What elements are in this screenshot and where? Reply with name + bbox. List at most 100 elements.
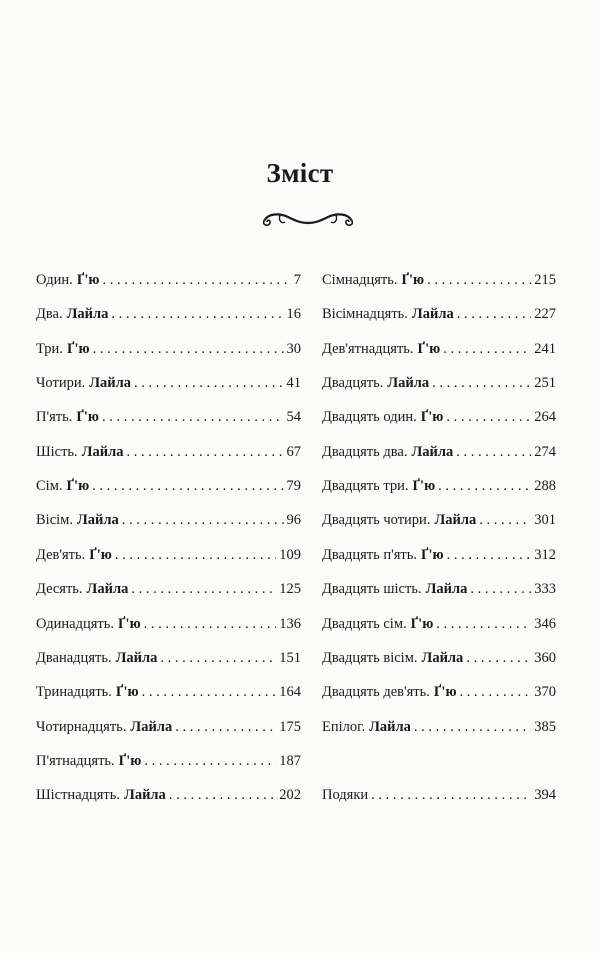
dot-leader: [479, 512, 531, 529]
dot-leader: [460, 684, 532, 701]
dot-leader: [126, 444, 283, 461]
chapter-title: Дев'ять.: [36, 546, 86, 563]
chapter-title: Вісімнадцять.: [322, 306, 408, 323]
dot-leader: [446, 409, 531, 426]
page-number: 67: [286, 443, 302, 460]
chapter-title: Вісім.: [36, 512, 73, 529]
dot-leader: [93, 341, 284, 358]
toc-entry[interactable]: Двадцять шість.Лайла 333: [322, 581, 556, 603]
toc-entry[interactable]: Двадцять сім.Ґ'ю 346: [322, 616, 556, 638]
dot-leader: [371, 787, 531, 804]
toc-entry[interactable]: Сім.Ґ'ю 79: [36, 478, 301, 500]
chapter-title: Двадцять два.: [322, 443, 408, 460]
toc-entry[interactable]: Двадцять п'ять.Ґ'ю 312: [322, 547, 556, 569]
narrator-name: Ґ'ю: [401, 272, 425, 288]
narrator-name: Ґ'ю: [66, 340, 90, 357]
page-number: 288: [534, 478, 556, 495]
toc-entry[interactable]: Три.Ґ'ю 30: [36, 341, 301, 363]
page-number: 30: [286, 340, 302, 357]
dot-leader: [447, 547, 532, 564]
chapter-title: Двадцять три.: [322, 478, 409, 495]
toc-entry[interactable]: Двадцять дев'ять.Ґ'ю 370: [322, 684, 556, 706]
toc-entry[interactable]: Подяки 394: [322, 787, 556, 809]
chapter-title: Двадцять чотири.: [322, 512, 431, 529]
toc-entry[interactable]: Дев'ять.Ґ'ю 109: [36, 547, 301, 569]
chapter-title: Двадцять п'ять.: [322, 546, 417, 563]
chapter-title: Двадцять сім.: [322, 615, 407, 632]
dot-leader: [144, 753, 276, 770]
dot-leader: [432, 375, 531, 392]
toc-entry[interactable]: Одинадцять.Ґ'ю 136: [36, 616, 301, 638]
narrator-name: Лайла: [124, 787, 166, 804]
narrator-name: Лайла: [425, 581, 468, 598]
page-title: Зміст: [266, 158, 334, 188]
toc-entry[interactable]: П'ятнадцять.Ґ'ю 187: [36, 753, 301, 775]
chapter-title: Двадцять дев'ять.: [322, 684, 430, 701]
toc-entry[interactable]: Шістнадцять.Лайла 202: [36, 787, 301, 809]
toc-entry[interactable]: Чотири.Лайла 41: [36, 375, 301, 397]
dot-leader: [169, 787, 276, 804]
toc-entry[interactable]: Дванадцять.Лайла 151: [36, 650, 301, 672]
narrator-name: Лайла: [81, 443, 124, 460]
dot-leader: [414, 719, 531, 736]
narrator-name: Ґ'ю: [115, 684, 139, 701]
toc-entry[interactable]: Шість.Лайла 67: [36, 444, 301, 466]
chapter-title: Двадцять один.: [322, 409, 417, 426]
dot-leader: [142, 684, 277, 701]
page-number: 164: [279, 684, 301, 701]
narrator-name: Лайла: [86, 581, 129, 598]
page-number: 215: [534, 272, 556, 288]
chapter-title: Двадцять.: [322, 375, 384, 392]
narrator-name: Лайла: [434, 512, 477, 529]
narrator-name: Ґ'ю: [66, 478, 90, 495]
toc-entry[interactable]: П'ять.Ґ'ю 54: [36, 409, 301, 431]
toc-entry[interactable]: Двадцять вісім.Лайла 360: [322, 650, 556, 672]
dot-leader: [427, 272, 531, 289]
dot-leader: [443, 341, 531, 358]
dot-leader: [438, 478, 531, 495]
toc-entry[interactable]: Два.Лайла 16: [36, 306, 301, 328]
toc-entry[interactable]: Двадцять чотири.Лайла 301: [322, 512, 556, 534]
toc-entry[interactable]: Двадцять один.Ґ'ю 264: [322, 409, 556, 431]
chapter-title: Подяки: [322, 787, 369, 804]
toc-entry[interactable]: Двадцять два.Лайла 274: [322, 444, 556, 466]
toc-entry[interactable]: Десять.Лайла 125: [36, 581, 301, 603]
dot-leader: [466, 650, 531, 667]
page-number: 264: [534, 409, 556, 426]
dot-leader: [111, 306, 283, 323]
toc-entry[interactable]: Дев'ятнадцять.Ґ'ю 241: [322, 341, 556, 363]
toc-entry[interactable]: Один.Ґ'ю 7: [36, 272, 301, 294]
narrator-name: Ґ'ю: [118, 615, 141, 632]
narrator-name: Ґ'ю: [420, 546, 444, 563]
page-number: 370: [534, 684, 556, 701]
toc-entry[interactable]: Вісім.Лайла 96: [36, 512, 301, 534]
chapter-title: Епілог.: [322, 718, 366, 735]
toc-entry[interactable]: Двадцять.Лайла 251: [322, 375, 556, 397]
page-number: 346: [534, 615, 556, 632]
toc-entry[interactable]: Двадцять три.Ґ'ю 288: [322, 478, 556, 500]
page-number: 187: [279, 752, 301, 769]
toc-entry[interactable]: Вісімнадцять.Лайла 227: [322, 306, 556, 328]
dot-leader: [122, 512, 284, 529]
narrator-name: Ґ'ю: [89, 546, 112, 563]
toc-entry[interactable]: Епілог.Лайла 385: [322, 719, 556, 741]
narrator-name: Лайла: [411, 443, 454, 460]
toc-entry[interactable]: Тринадцять.Ґ'ю 164: [36, 684, 301, 706]
chapter-title: П'ятнадцять.: [36, 752, 115, 769]
page-number: 394: [534, 787, 556, 804]
narrator-name: Ґ'ю: [417, 340, 441, 357]
toc-entry[interactable]: Чотирнадцять.Лайла 175: [36, 719, 301, 741]
page-number: 125: [279, 581, 301, 598]
narrator-name: Лайла: [89, 375, 132, 392]
page-number: 274: [534, 443, 556, 460]
narrator-name: Ґ'ю: [433, 684, 457, 701]
chapter-title: Двадцять шість.: [322, 581, 422, 598]
narrator-name: Ґ'ю: [420, 409, 444, 426]
dot-leader: [470, 581, 531, 598]
narrator-name: Лайла: [411, 306, 454, 323]
narrator-name: Лайла: [115, 649, 158, 666]
toc-entry[interactable]: Сімнадцять.Ґ'ю 215: [322, 272, 556, 294]
page-number: 360: [534, 649, 556, 666]
dot-leader: [144, 616, 277, 633]
page-number: 151: [279, 649, 301, 666]
